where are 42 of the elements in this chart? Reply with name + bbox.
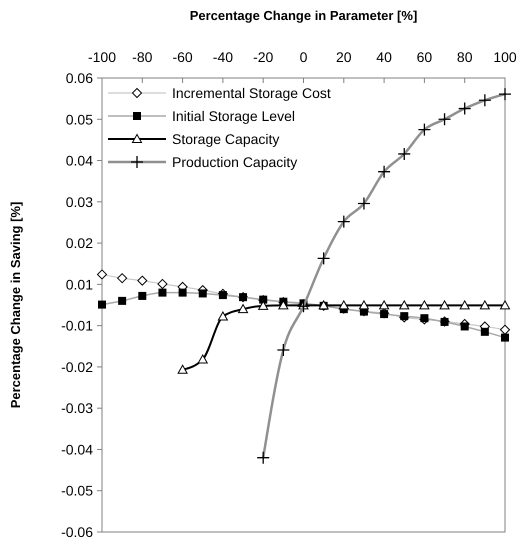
y-tick-label: 0.02 [66, 235, 94, 252]
point [178, 364, 188, 374]
point [218, 312, 228, 321]
x-tick-label: -40 [212, 49, 234, 65]
y-tick-label: 0.06 [66, 70, 94, 86]
x-tick-label: 60 [416, 49, 432, 65]
y-tick-label: -0.02 [61, 358, 94, 375]
y-tick-label: -0.01 [61, 318, 94, 334]
x-tick-label: 100 [493, 49, 517, 65]
point [419, 300, 430, 310]
x-tick-label: -20 [253, 49, 274, 65]
legend-label: Incremental Storage Cost [172, 85, 331, 101]
x-tick-label: -80 [132, 49, 153, 65]
legend-label: Production Capacity [172, 154, 298, 170]
x-tick-label: 40 [376, 49, 392, 65]
point [460, 300, 470, 310]
y-tick-label: 0.05 [66, 111, 94, 128]
y-tick-label: 0.01 [66, 276, 94, 292]
point [198, 354, 208, 364]
y-tick-label: -0.04 [61, 441, 94, 458]
y-tick-label: -0.03 [61, 400, 94, 416]
y-tick-label: 0.03 [66, 194, 94, 210]
point [338, 300, 349, 310]
point [500, 300, 510, 310]
point [480, 300, 490, 310]
y-tick-label: -0.06 [61, 524, 94, 540]
point [379, 300, 390, 310]
y-tick-label: -0.05 [61, 482, 94, 499]
point [358, 300, 369, 310]
x-tick-label: 20 [336, 49, 352, 65]
y-tick-label: 0.04 [66, 152, 94, 169]
x-tick-label: -60 [172, 49, 193, 65]
legend-label: Initial Storage Level [172, 108, 295, 124]
x-tick-label: 0 [300, 49, 308, 65]
x-axis-title: Percentage Change in Parameter [%] [190, 8, 418, 23]
x-tick-label: -100 [88, 49, 116, 65]
x-tick-label: 80 [456, 49, 473, 65]
point [238, 304, 248, 314]
point [440, 300, 450, 310]
legend-label: Storage Capacity [172, 131, 280, 147]
y-axis-title: Percentage Change in Saving [%] [8, 202, 23, 408]
point [399, 300, 410, 310]
